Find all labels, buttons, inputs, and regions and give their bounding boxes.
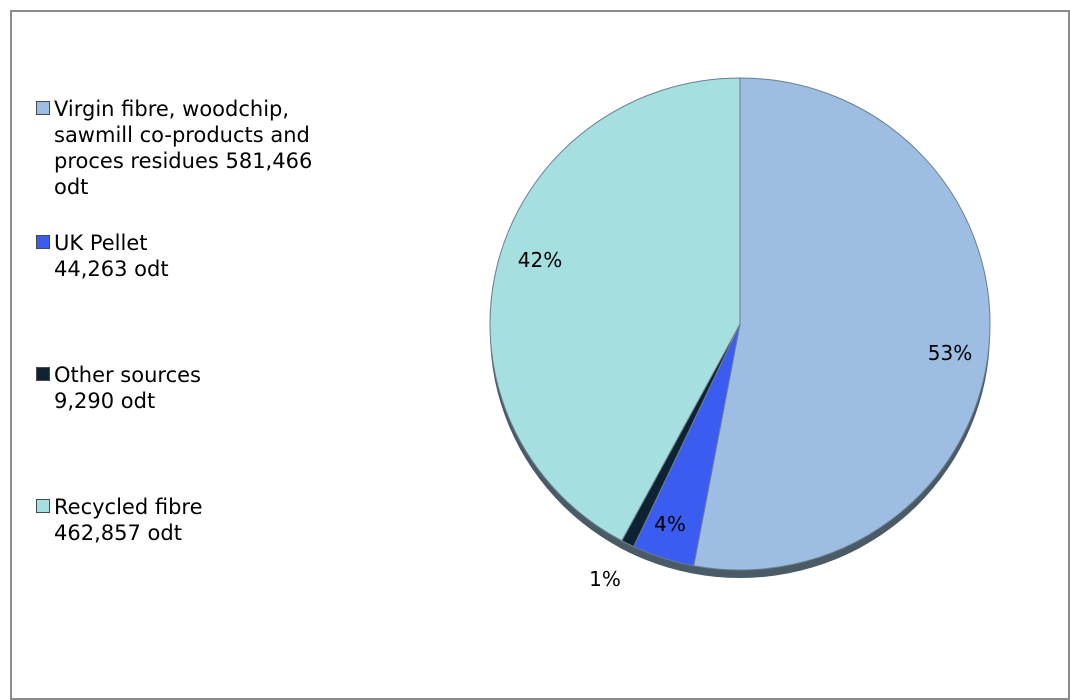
pie-slices: [489, 77, 991, 571]
legend-swatch: [36, 367, 50, 381]
pie-slice: [489, 77, 741, 542]
legend-item-other-sources: Other sources 9,290 odt: [36, 362, 201, 414]
legend-label: Recycled fibre 462,857 odt: [54, 495, 203, 545]
legend-item-recycled-fibre: Recycled fibre 462,857 odt: [36, 494, 203, 546]
legend-label: Other sources 9,290 odt: [54, 363, 201, 413]
pie-slice: [693, 77, 991, 571]
legend-swatch: [36, 101, 50, 115]
legend-item-uk-pellet: UK Pellet 44,263 odt: [36, 230, 169, 282]
legend-swatch: [36, 235, 50, 249]
legend-label: Virgin fibre, woodchip, sawmill co-produ…: [54, 97, 313, 199]
pie-data-label: 53%: [928, 341, 972, 365]
legend-item-virgin-fibre: Virgin fibre, woodchip, sawmill co-produ…: [36, 96, 312, 200]
pie-data-label: 42%: [518, 248, 562, 272]
pie-data-label: 1%: [589, 567, 621, 591]
pie-data-label: 4%: [654, 512, 686, 536]
legend-label: UK Pellet 44,263 odt: [54, 231, 169, 281]
pie-labels: 53% 4% 1% 42%: [518, 248, 972, 591]
legend-swatch: [36, 499, 50, 513]
